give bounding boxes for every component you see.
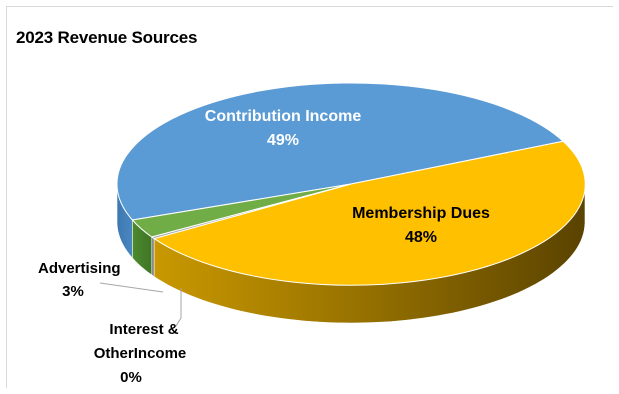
pie-side-interest-other-income xyxy=(151,236,155,278)
chart-title: 2023 Revenue Sources xyxy=(16,28,198,47)
label-membership-dues-percent: 48% xyxy=(405,229,437,246)
label-interest-other-income-line2: OtherIncome xyxy=(94,345,187,362)
label-contribution-income: Contribution Income xyxy=(205,108,362,125)
label-advertising: Advertising xyxy=(38,260,121,277)
leader-advertising xyxy=(99,282,164,293)
label-membership-dues: Membership Dues xyxy=(352,205,490,222)
label-advertising-percent: 3% xyxy=(62,283,84,300)
pie-slice-interest-other-income xyxy=(150,183,352,240)
pie-slice-membership-dues xyxy=(152,140,586,286)
chart-border-left xyxy=(6,6,7,388)
leader-interest-other-income xyxy=(175,288,182,327)
label-contribution-income-percent: 49% xyxy=(267,132,299,149)
label-interest-other-income-line1: Interest & xyxy=(109,321,178,338)
label-interest-other-income-percent: 0% xyxy=(120,369,142,386)
pie-slice-contribution-income xyxy=(116,82,565,221)
chart-border-top xyxy=(6,6,613,7)
